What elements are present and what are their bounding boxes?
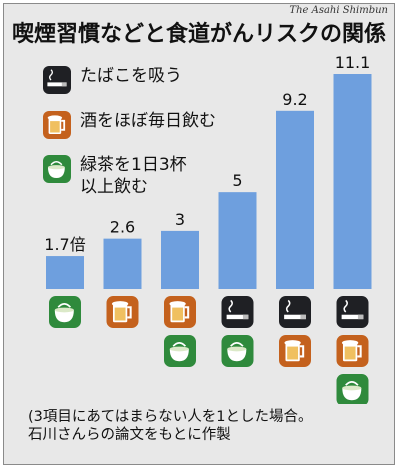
cigarette-icon xyxy=(336,296,369,328)
bar-value-label: 3 xyxy=(175,210,185,229)
bar-value-label: 9.2 xyxy=(282,90,307,109)
beer-mug-icon xyxy=(336,335,369,367)
beer-mug-icon xyxy=(164,296,196,328)
bar xyxy=(218,192,257,289)
bar xyxy=(276,110,314,289)
footnote-line: (3項目にあてはまらない人を1とした場合。 xyxy=(28,409,313,425)
footnote: (3項目にあてはまらない人を1とした場合。 石川さんらの論文をもとに作製 xyxy=(28,408,378,444)
beer-mug-icon xyxy=(279,335,311,367)
teacup-icon xyxy=(164,335,196,367)
teacup-icon xyxy=(49,296,81,328)
teacup-icon xyxy=(43,155,71,183)
legend-label: 酒をほぼ毎日飲む xyxy=(80,111,216,131)
bar xyxy=(161,230,199,289)
cigarette-icon xyxy=(279,296,311,328)
bar-value-label: 2.6 xyxy=(110,218,135,237)
chart-frame: The Asahi Shimbun 喫煙習慣などと食道がんリスクの関係 たばこを… xyxy=(3,3,395,465)
legend-label: 緑茶を1日3杯 以上飲む xyxy=(80,155,187,197)
source-credit: The Asahi Shimbun xyxy=(289,5,388,16)
teacup-icon xyxy=(221,335,254,367)
beer-mug-icon xyxy=(43,111,71,139)
cigarette-icon xyxy=(43,66,71,94)
legend-item-tea: 緑茶を1日3杯 以上飲む xyxy=(42,154,187,198)
bar-chart: 1.7倍 2.6 3 5 9.2 11.1 xyxy=(44,53,372,404)
bar xyxy=(103,238,142,289)
legend-item-smoke: たばこを吸う xyxy=(42,65,182,95)
bar-value-label: 1.7倍 xyxy=(44,235,85,254)
bar xyxy=(333,74,372,289)
beer-mug-icon xyxy=(106,296,139,328)
legend-item-drink: 酒をほぼ毎日飲む xyxy=(42,110,216,140)
legend-label: たばこを吸う xyxy=(80,66,182,86)
cigarette-icon xyxy=(221,296,254,328)
bar-value-label: 5 xyxy=(232,171,242,190)
teacup-icon xyxy=(336,374,369,404)
bar xyxy=(46,256,84,289)
bar-value-label: 11.1 xyxy=(335,53,371,72)
chart-title: 喫煙習慣などと食道がんリスクの関係 xyxy=(12,22,387,47)
footnote-line: 石川さんらの論文をもとに作製 xyxy=(28,427,231,443)
